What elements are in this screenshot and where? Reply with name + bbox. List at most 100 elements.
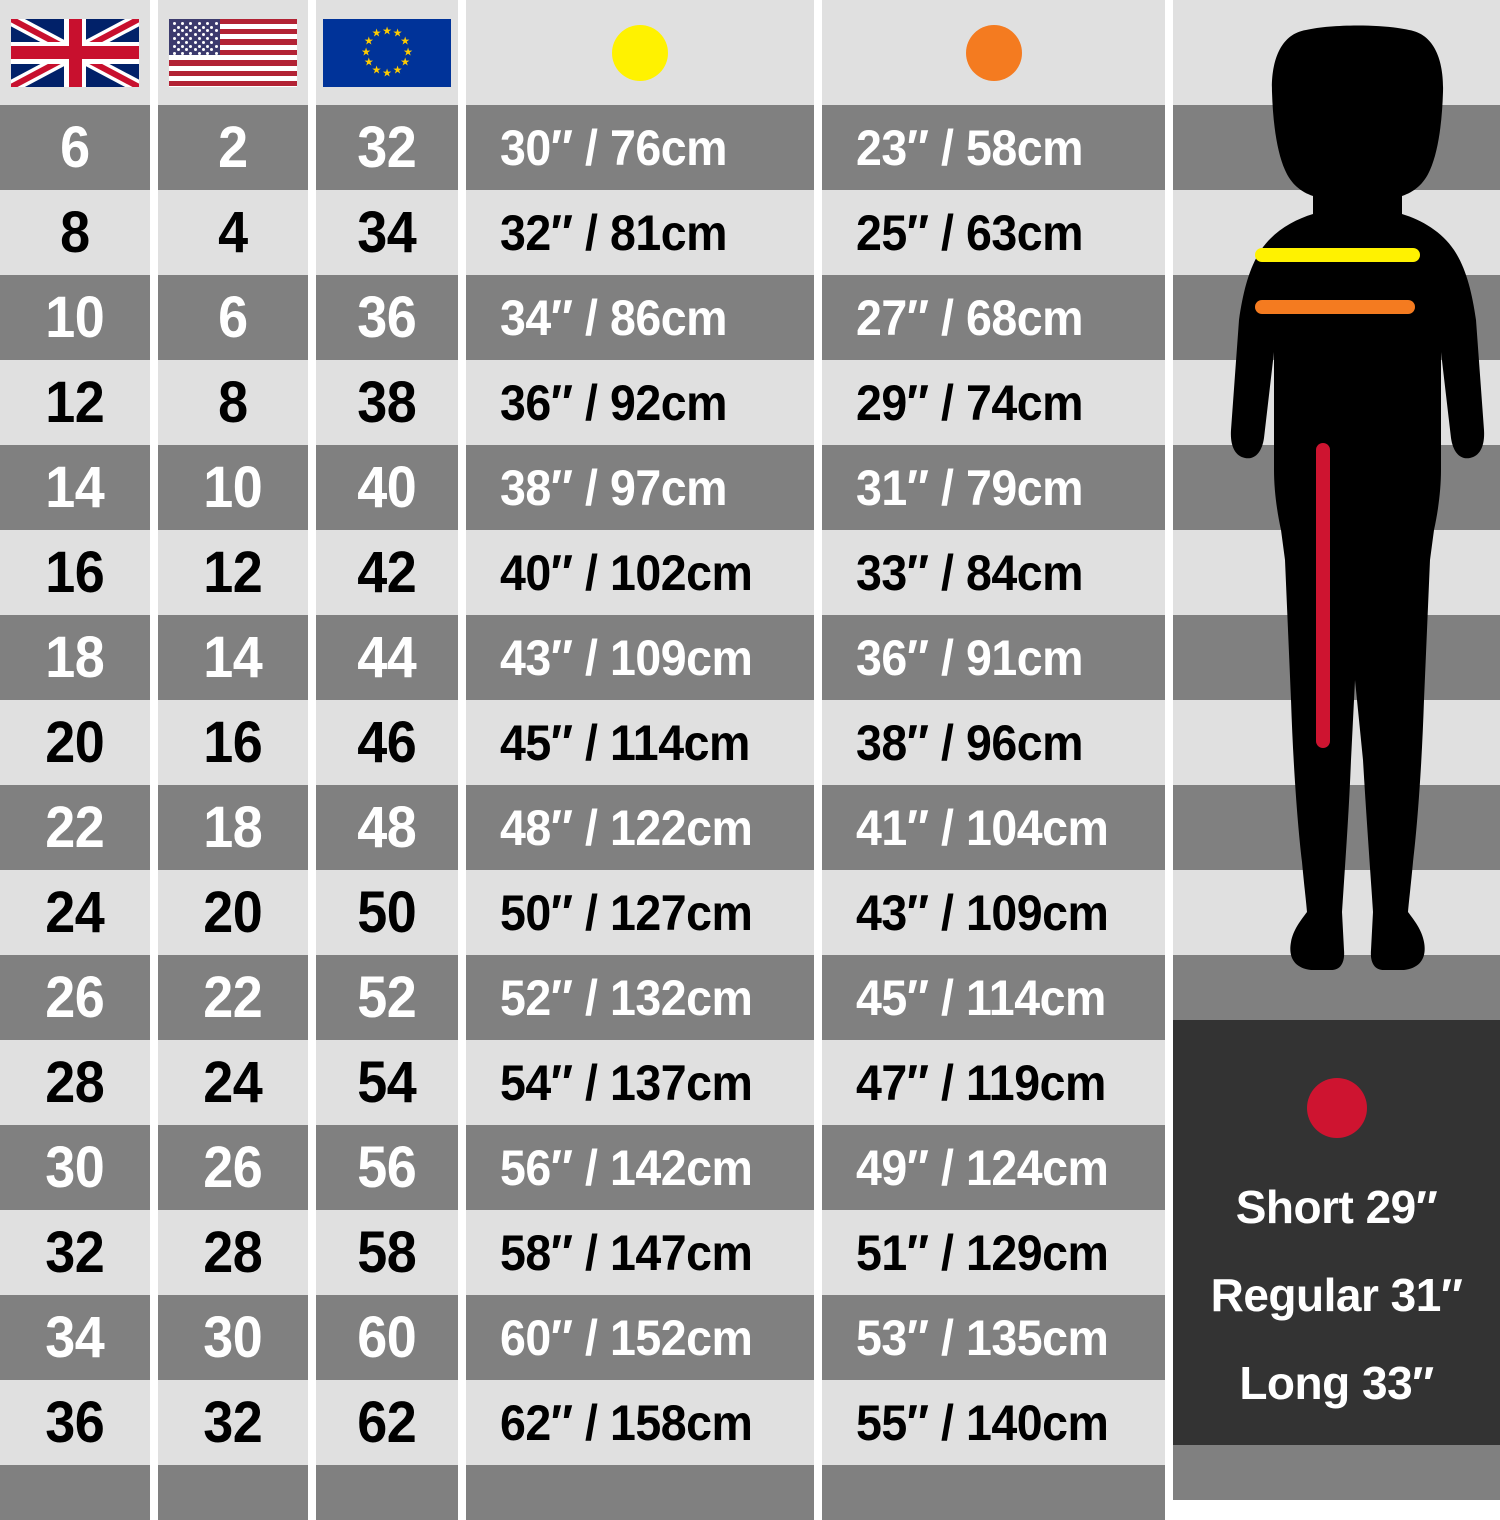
table-cell-us: 20 — [158, 870, 308, 955]
header-cell-hips — [822, 0, 1165, 105]
table-cell-eu: 46 — [316, 700, 458, 785]
panel-stripe — [1173, 105, 1500, 190]
cell-value: 8 — [60, 199, 90, 265]
cell-value: 43″ / 109cm — [500, 629, 753, 686]
table-cell-eu: 32 — [316, 105, 458, 190]
table-cell-uk: 36 — [0, 1380, 150, 1465]
eu-star-icon: ★ — [400, 56, 411, 69]
cell-value: 24 — [203, 1049, 263, 1115]
cell-value: 36″ / 92cm — [500, 374, 728, 431]
eu-star-icon: ★ — [382, 25, 392, 37]
table-cell-hips: 27″ / 68cm — [822, 275, 1165, 360]
cell-value: 47″ / 119cm — [856, 1054, 1106, 1111]
table-cell-hips: 45″ / 114cm — [822, 955, 1165, 1040]
cell-value: 42 — [357, 539, 417, 605]
cell-value: 36″ / 91cm — [856, 629, 1084, 686]
cell-value: 62 — [357, 1389, 417, 1455]
table-cell-eu: 44 — [316, 615, 458, 700]
cell-value: 26 — [45, 964, 105, 1030]
table-cell-us: 18 — [158, 785, 308, 870]
table-cell-hips: 31″ / 79cm — [822, 445, 1165, 530]
cell-value: 10 — [203, 454, 263, 520]
cell-value: 4 — [218, 199, 248, 265]
table-cell-bust: 56″ / 142cm — [466, 1125, 814, 1210]
cell-value: 62″ / 158cm — [500, 1394, 753, 1451]
panel-stripe — [1173, 275, 1500, 360]
table-cell-uk: 8 — [0, 190, 150, 275]
cell-value: 38″ / 96cm — [856, 714, 1084, 771]
table-cell-eu: 38 — [316, 360, 458, 445]
table-cell-hips: 53″ / 135cm — [822, 1295, 1165, 1380]
cell-value: 54″ / 137cm — [500, 1054, 753, 1111]
table-cell-us: 16 — [158, 700, 308, 785]
table-cell-us: 24 — [158, 1040, 308, 1125]
table-cell-uk: 34 — [0, 1295, 150, 1380]
table-cell-bust: 43″ / 109cm — [466, 615, 814, 700]
table-cell-bust: 62″ / 158cm — [466, 1380, 814, 1465]
cell-value: 18 — [203, 794, 263, 860]
cell-value: 40 — [357, 454, 417, 520]
table-cell-us: 28 — [158, 1210, 308, 1295]
table-cell-us: 10 — [158, 445, 308, 530]
eu-star-icon: ★ — [392, 27, 403, 40]
eu-star-icon: ★ — [371, 64, 382, 77]
eu-star-icon: ★ — [403, 46, 413, 58]
table-cell-eu: 52 — [316, 955, 458, 1040]
cell-value: 23″ / 58cm — [856, 119, 1084, 176]
table-cell-us: 32 — [158, 1380, 308, 1465]
cell-value: 56″ / 142cm — [500, 1139, 753, 1196]
cell-value: 52 — [357, 964, 417, 1030]
table-cell-bust: 58″ / 147cm — [466, 1210, 814, 1295]
bust-measure-line — [1255, 248, 1420, 262]
table-cell-eu: 34 — [316, 190, 458, 275]
table-cell-uk: 26 — [0, 955, 150, 1040]
table-cell-us: 14 — [158, 615, 308, 700]
table-cell-bust: 60″ / 152cm — [466, 1295, 814, 1380]
cell-value: 44 — [357, 624, 417, 690]
us-flag-icon — [169, 18, 297, 87]
table-cell-bust: 30″ / 76cm — [466, 105, 814, 190]
table-cell-hips: 23″ / 58cm — [822, 105, 1165, 190]
cell-value: 56 — [357, 1134, 417, 1200]
table-cell-us: 30 — [158, 1295, 308, 1380]
panel-stripe-bottom — [1173, 1445, 1500, 1500]
table-cell-hips: 29″ / 74cm — [822, 360, 1165, 445]
header-cell-bust — [466, 0, 814, 105]
column-us: 2 4 6 8 10 12 14 16 18 20 22 24 26 28 30 32 — [158, 0, 308, 1520]
table-cell-uk: 24 — [0, 870, 150, 955]
table-cell-uk: 18 — [0, 615, 150, 700]
cell-value: 50 — [357, 879, 417, 945]
cell-value: 60″ / 152cm — [500, 1309, 753, 1366]
cell-value: 2 — [218, 114, 248, 180]
table-cell-hips: 41″ / 104cm — [822, 785, 1165, 870]
cell-value: 6 — [60, 114, 90, 180]
table-cell-hips: 25″ / 63cm — [822, 190, 1165, 275]
eu-star-icon: ★ — [371, 27, 382, 40]
cell-value: 32″ / 81cm — [500, 204, 728, 261]
cell-value: 20 — [45, 709, 105, 775]
panel-stripe — [1173, 615, 1500, 700]
table-cell-bust: 36″ / 92cm — [466, 360, 814, 445]
size-table: 6 8 10 12 14 16 18 20 22 24 26 28 30 32 34 36 2 4 6 8 10 12 1… — [0, 0, 1165, 1520]
table-cell-uk: 14 — [0, 445, 150, 530]
table-cell-eu: 50 — [316, 870, 458, 955]
table-cell-hips: 47″ / 119cm — [822, 1040, 1165, 1125]
table-cell-uk: 20 — [0, 700, 150, 785]
table-cell-uk: 30 — [0, 1125, 150, 1210]
table-cell-us: 4 — [158, 190, 308, 275]
figure-panel: Short 29″ Regular 31″ Long 33″ — [1173, 0, 1500, 1500]
cell-value: 16 — [203, 709, 263, 775]
cell-value: 28 — [203, 1219, 263, 1285]
table-cell-bust: 50″ / 127cm — [466, 870, 814, 955]
cell-value: 10 — [45, 284, 105, 350]
cell-value: 32 — [203, 1389, 263, 1455]
legend-short: Short 29″ — [1235, 1181, 1438, 1233]
table-cell-bust: 32″ / 81cm — [466, 190, 814, 275]
table-cell-empty — [158, 1465, 308, 1520]
cell-value: 22 — [203, 964, 263, 1030]
cell-value: 30 — [45, 1134, 105, 1200]
cell-value: 51″ / 129cm — [856, 1224, 1109, 1281]
legend-regular: Regular 31″ — [1210, 1269, 1463, 1321]
cell-value: 30″ / 76cm — [500, 119, 728, 176]
